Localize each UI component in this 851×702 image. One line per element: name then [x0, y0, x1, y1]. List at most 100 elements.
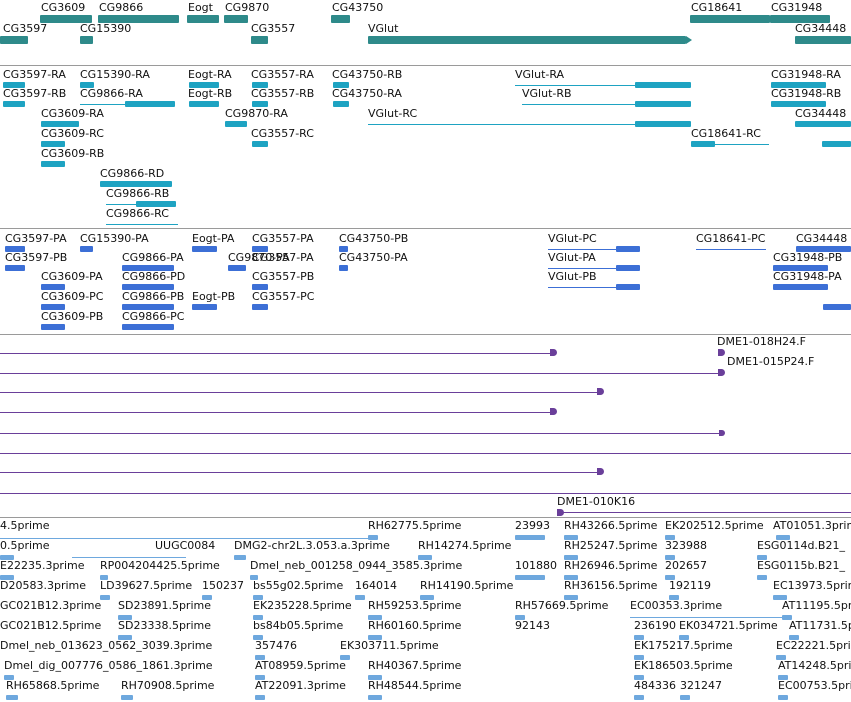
est-feature[interactable] — [679, 635, 689, 640]
protein-label[interactable]: CG9866-PB — [122, 290, 185, 303]
est-feature[interactable] — [776, 655, 786, 660]
transcript-feature[interactable] — [822, 141, 851, 147]
protein-label[interactable]: CG3597-PA — [5, 232, 67, 245]
protein-feature[interactable] — [616, 246, 640, 252]
transcript-feature[interactable] — [3, 82, 25, 88]
protein-label[interactable]: CG34448 — [796, 232, 848, 245]
est-label[interactable]: 4.5prime — [0, 519, 50, 532]
est-feature[interactable] — [118, 635, 132, 640]
gene-label[interactable]: CG3597 — [3, 22, 48, 35]
protein-label[interactable]: CG9866-PD — [122, 270, 186, 283]
transcript-feature[interactable] — [225, 121, 247, 127]
protein-feature[interactable] — [192, 246, 217, 252]
est-label[interactable]: 0.5prime — [0, 539, 50, 552]
protein-feature[interactable] — [252, 284, 268, 290]
est-label[interactable]: UUGC0084 — [155, 539, 216, 552]
transcript-label[interactable]: Eogt-RB — [188, 87, 233, 100]
gene-feature[interactable] — [0, 36, 28, 44]
clone-feature[interactable] — [0, 353, 552, 354]
transcript-feature[interactable] — [635, 101, 691, 107]
est-label[interactable]: RH65868.5prime — [6, 679, 100, 692]
transcript-feature[interactable] — [41, 121, 79, 127]
gene-feature[interactable] — [368, 36, 686, 44]
est-label[interactable]: RH59253.5prime — [368, 599, 462, 612]
est-feature[interactable] — [564, 595, 578, 600]
transcript-label[interactable]: VGlut-RC — [368, 107, 418, 120]
protein-label[interactable]: CG31948-PA — [773, 270, 842, 283]
clone-feature[interactable] — [0, 412, 552, 413]
est-label[interactable]: AT08959.5prime — [255, 659, 346, 672]
protein-feature[interactable] — [192, 304, 217, 310]
transcript-feature[interactable] — [136, 201, 176, 207]
protein-feature[interactable] — [252, 246, 268, 252]
est-label[interactable]: RH48544.5prime — [368, 679, 462, 692]
est-label[interactable]: AT22091.3prime — [255, 679, 346, 692]
est-feature[interactable] — [634, 655, 644, 660]
est-label[interactable]: 150237 — [202, 579, 244, 592]
protein-label[interactable]: CG9866-PA — [122, 251, 184, 264]
protein-label[interactable]: CG3557-PB — [252, 270, 315, 283]
gene-feature[interactable] — [770, 15, 830, 23]
est-feature[interactable] — [564, 535, 578, 540]
protein-label[interactable]: CG9866-PC — [122, 310, 185, 323]
protein-feature[interactable] — [616, 284, 640, 290]
est-feature[interactable] — [634, 675, 644, 680]
gene-label[interactable]: CG15390 — [80, 22, 132, 35]
est-label[interactable]: RH26946.5prime — [564, 559, 658, 572]
est-label[interactable]: EC22221.5prime — [776, 639, 851, 652]
protein-label[interactable]: CG3609-PB — [41, 310, 104, 323]
transcript-label[interactable]: CG9866-RA — [80, 87, 143, 100]
protein-feature[interactable] — [339, 246, 348, 252]
est-feature[interactable] — [72, 557, 186, 558]
est-label[interactable]: bs84b05.5prime — [253, 619, 344, 632]
gene-label[interactable]: VGlut — [368, 22, 399, 35]
transcript-feature[interactable] — [189, 101, 219, 107]
gene-label[interactable]: Eogt — [188, 1, 213, 14]
protein-feature[interactable] — [5, 246, 25, 252]
transcript-label[interactable]: VGlut-RA — [515, 68, 565, 81]
clone-label[interactable]: DME1-015P24.F — [727, 355, 815, 368]
est-label[interactable]: ESG0114d.B21_ — [757, 539, 845, 552]
gene-label[interactable]: CG9870 — [225, 1, 270, 14]
protein-label[interactable]: CG3609-PC — [41, 290, 104, 303]
gene-label[interactable]: CG9866 — [99, 1, 144, 14]
est-label[interactable]: 23993 — [515, 519, 550, 532]
protein-label[interactable]: CG43750-PA — [339, 251, 408, 264]
est-label[interactable]: Dmel_neb_001258_0944_3585.3prime — [250, 559, 463, 572]
clone-feature[interactable] — [0, 433, 722, 434]
transcript-feature[interactable] — [252, 82, 268, 88]
est-feature[interactable] — [368, 675, 382, 680]
est-feature[interactable] — [757, 555, 767, 560]
transcript-feature[interactable] — [333, 101, 349, 107]
est-label[interactable]: RH70908.5prime — [121, 679, 215, 692]
est-feature[interactable] — [0, 575, 14, 580]
est-feature[interactable] — [255, 675, 265, 680]
est-feature[interactable] — [665, 555, 675, 560]
protein-label[interactable]: Eogt-PB — [192, 290, 236, 303]
est-feature[interactable] — [669, 595, 679, 600]
est-label[interactable]: RH25247.5prime — [564, 539, 658, 552]
transcript-label[interactable]: CG9870-RA — [225, 107, 288, 120]
est-feature[interactable] — [773, 595, 787, 600]
est-label[interactable]: bs55g02.5prime — [253, 579, 344, 592]
est-feature[interactable] — [4, 675, 14, 680]
est-feature[interactable] — [0, 538, 370, 539]
transcript-label[interactable]: CG3609-RC — [41, 127, 104, 140]
est-label[interactable]: EC13973.5prime — [773, 579, 851, 592]
protein-label[interactable]: CG9870-PA — [228, 251, 290, 264]
transcript-feature[interactable] — [3, 101, 25, 107]
protein-feature[interactable] — [122, 304, 174, 310]
protein-label[interactable]: CG3557-PC — [252, 290, 315, 303]
transcript-label[interactable]: CG43750-RB — [332, 68, 403, 81]
protein-feature[interactable] — [41, 304, 65, 310]
clone-feature[interactable] — [557, 512, 851, 513]
est-feature[interactable] — [634, 695, 644, 700]
protein-label[interactable]: Eogt-PA — [192, 232, 235, 245]
transcript-feature[interactable] — [41, 141, 65, 147]
est-feature[interactable] — [418, 555, 432, 560]
transcript-feature[interactable] — [100, 181, 172, 187]
transcript-label[interactable]: CG9866-RD — [100, 167, 165, 180]
gene-label[interactable]: CG18641 — [691, 1, 743, 14]
est-feature[interactable] — [630, 617, 790, 618]
est-label[interactable]: AT11195.5prime — [782, 599, 851, 612]
